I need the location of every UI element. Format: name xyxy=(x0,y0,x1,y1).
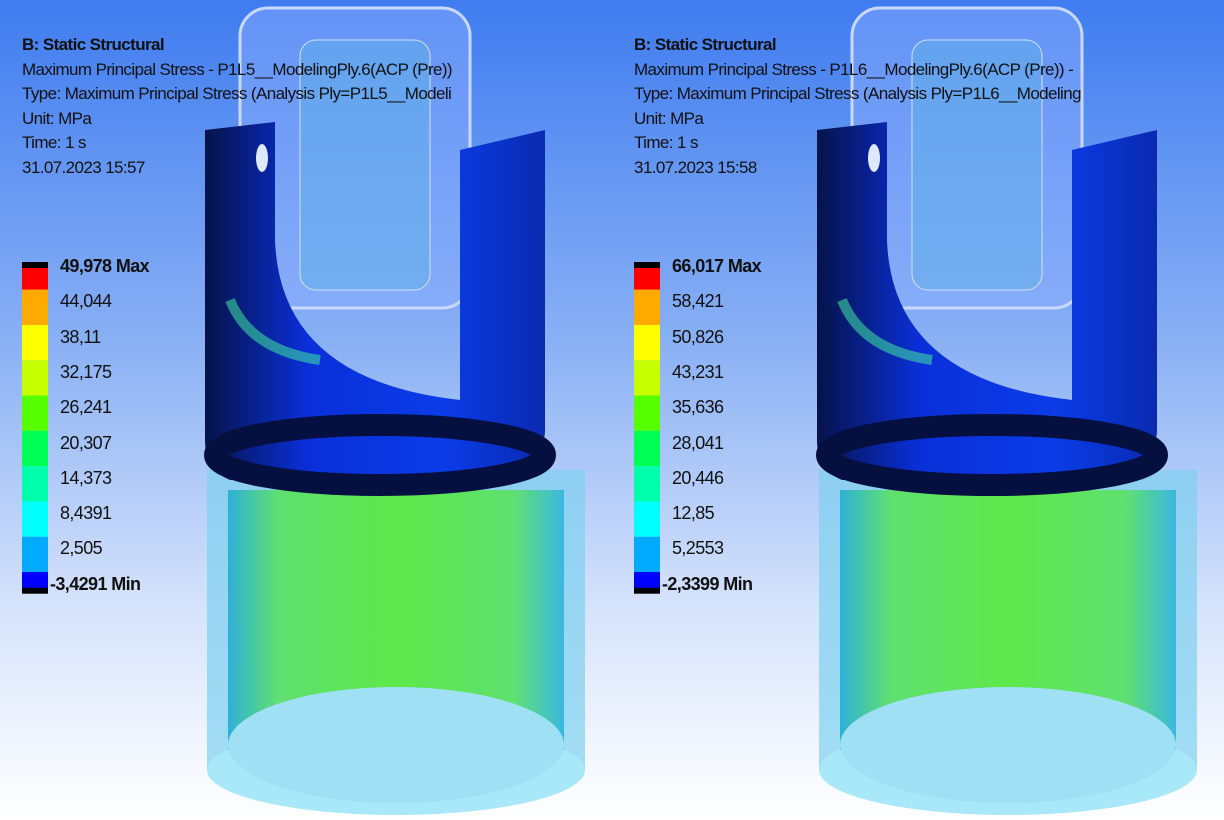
result-viewer: B: Static Structural Maximum Principal St… xyxy=(0,0,1224,820)
legend-label: 50,826 xyxy=(672,327,723,347)
legend-band xyxy=(634,290,660,325)
legend-label: 44,044 xyxy=(60,291,111,311)
legend-band xyxy=(22,290,48,325)
legend-label: 5,2553 xyxy=(672,538,723,558)
legend-label: 28,041 xyxy=(672,433,723,453)
legend-cap xyxy=(22,588,48,594)
legend-band xyxy=(22,325,48,360)
legend-band xyxy=(22,360,48,395)
legend-label: 2,505 xyxy=(60,538,102,558)
legend-label: -3,4291 Min xyxy=(50,574,140,594)
result-info: 31.07.2023 15:58 xyxy=(634,158,757,178)
legend-label: 20,446 xyxy=(672,468,723,488)
result-info: Unit: MPa xyxy=(22,109,91,129)
legend-cap xyxy=(22,262,48,268)
legend-cap xyxy=(634,262,660,268)
legend-label: 49,978 Max xyxy=(60,256,149,276)
legend-label: 38,11 xyxy=(60,327,101,347)
result-info: Type: Maximum Principal Stress (Analysis… xyxy=(22,84,451,104)
result-panel: B: Static Structural Maximum Principal St… xyxy=(612,0,1224,820)
legend-label: 20,307 xyxy=(60,433,111,453)
legend-band xyxy=(634,501,660,536)
result-info: Unit: MPa xyxy=(634,109,703,129)
legend-label: 66,017 Max xyxy=(672,256,761,276)
result-panel: B: Static Structural Maximum Principal St… xyxy=(0,0,612,820)
legend-cap xyxy=(634,588,660,594)
legend-band xyxy=(634,360,660,395)
result-info: Maximum Principal Stress - P1L6__Modelin… xyxy=(634,60,1073,80)
legend-label: 35,636 xyxy=(672,397,723,417)
result-info: Maximum Principal Stress - P1L5__Modelin… xyxy=(22,60,452,80)
result-info: 31.07.2023 15:57 xyxy=(22,158,145,178)
legend-band xyxy=(634,396,660,431)
legend-label: 26,241 xyxy=(60,397,111,417)
legend-band xyxy=(634,266,660,290)
legend-label: 58,421 xyxy=(672,291,723,311)
legend-band xyxy=(22,466,48,501)
hole xyxy=(256,144,268,172)
legend-label: 32,175 xyxy=(60,362,111,382)
legend-label: -2,3399 Min xyxy=(662,574,752,594)
legend-band xyxy=(22,396,48,431)
result-info: Time: 1 s xyxy=(22,133,86,153)
result-info: Type: Maximum Principal Stress (Analysis… xyxy=(634,84,1081,104)
result-info: Time: 1 s xyxy=(634,133,698,153)
legend-label: 43,231 xyxy=(672,362,723,382)
legend-band xyxy=(22,537,48,572)
legend-band xyxy=(634,466,660,501)
legend-band xyxy=(634,572,660,590)
legend-band xyxy=(634,537,660,572)
legend-band xyxy=(22,572,48,590)
analysis-title: B: Static Structural xyxy=(634,35,776,55)
legend-label: 12,85 xyxy=(672,503,714,523)
hole xyxy=(868,144,880,172)
legend-band xyxy=(634,325,660,360)
legend-label: 14,373 xyxy=(60,468,111,488)
legend-band xyxy=(634,431,660,466)
legend-band xyxy=(22,266,48,290)
analysis-title: B: Static Structural xyxy=(22,35,164,55)
legend-band xyxy=(22,431,48,466)
cylinder-floor xyxy=(228,687,564,803)
legend-label: 8,4391 xyxy=(60,503,111,523)
legend-band xyxy=(22,501,48,536)
cylinder-floor xyxy=(840,687,1176,803)
